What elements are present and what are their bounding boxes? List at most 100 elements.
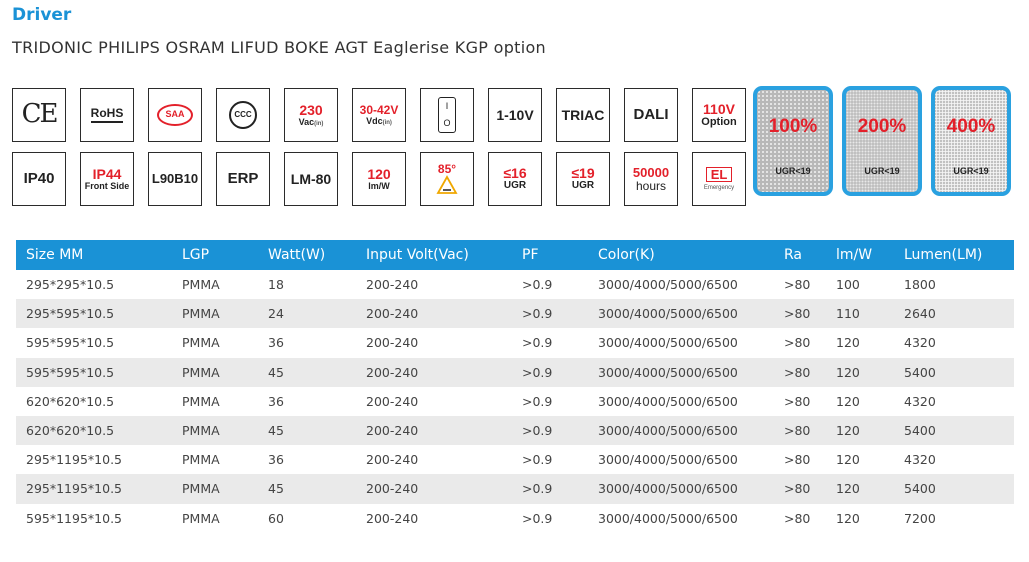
- col-header-lmw: lm/W: [826, 240, 894, 270]
- lm80-badge: LM-80: [284, 152, 338, 206]
- ugr-panel-400: 400% UGR<19: [931, 86, 1011, 196]
- ugr16-badge: ≤16 UGR: [488, 152, 542, 206]
- cell-ra: >80: [774, 474, 826, 504]
- lifetime-badge: 50000 hours: [624, 152, 678, 206]
- cell-lgp: PMMA: [182, 510, 220, 526]
- cell-input-volt: 200-240: [366, 335, 419, 351]
- cell-input-volt: 200-240: [356, 357, 512, 387]
- ugr-panel-percent: 100%: [768, 116, 818, 137]
- cell-lmw: 120: [826, 415, 894, 446]
- cell-lumen: 4320: [904, 452, 936, 468]
- hours-label: hours: [635, 178, 667, 193]
- cell-color: 3000/4000/5000/6500: [598, 393, 738, 409]
- ugr-panel-100: 100% UGR<19: [753, 86, 833, 196]
- cell-ra: >80: [774, 299, 826, 329]
- cell-watt: 45: [258, 474, 356, 504]
- cell-size: 295*595*10.5: [16, 299, 172, 329]
- cell-watt: 45: [258, 415, 356, 446]
- cell-pf: >0.9: [512, 357, 588, 387]
- cell-size: 295*1195*10.5: [26, 452, 123, 468]
- dim-1-10v-badge: 1-10V: [488, 88, 542, 142]
- table-row: 295*1195*10.5 PMMA 45 200-240 >0.9 3000/4000/…: [16, 474, 1014, 504]
- cell-color: 3000/4000/5000/6500: [588, 474, 774, 504]
- cell-input-volt: 200-240: [366, 393, 419, 409]
- table-row: 620*620*10.5 PMMA 36 200-240 >0.9 3000/4000/5…: [16, 387, 1014, 416]
- cell-lmw: 120: [826, 357, 894, 387]
- warning-triangle-icon: [436, 175, 458, 195]
- cell-watt: 36: [268, 335, 284, 351]
- table-row: 595*595*10.5 PMMA 36 200-240 >0.9 3000/4000/5…: [16, 328, 1014, 357]
- ip40-label: IP40: [23, 170, 55, 188]
- saa-icon: SAA: [157, 104, 193, 126]
- ip44-label: IP44: [92, 165, 122, 182]
- temp-value: 85°: [437, 161, 457, 176]
- rohs-badge: RoHS: [80, 88, 134, 142]
- efficacy-badge: 120 lm/W: [352, 152, 406, 206]
- ugr16-label: UGR: [503, 180, 527, 192]
- cell-input-volt: 200-240: [356, 474, 512, 504]
- vdc-unit: Vdc: [366, 115, 383, 126]
- emergency-badge: EL Emergency: [692, 152, 746, 206]
- cell-color: 3000/4000/5000/6500: [598, 510, 738, 526]
- ugr16-value: ≤16: [503, 165, 527, 182]
- vdc-badge: 30-42V Vdc(in): [352, 88, 406, 142]
- vdc-sub: (in): [382, 119, 392, 126]
- cell-size: 620*620*10.5: [16, 415, 172, 446]
- option-110v-badge: 110V Option: [692, 88, 746, 142]
- cell-size: 620*620*10.5: [26, 393, 115, 409]
- ugr-panel-percent: 200%: [857, 116, 907, 137]
- cell-lgp: PMMA: [172, 357, 258, 387]
- cell-pf: >0.9: [522, 277, 553, 293]
- cell-lmw: 120: [836, 452, 860, 468]
- switch-badge: I O: [420, 88, 474, 142]
- table-body: 295*295*10.5 PMMA 18 200-240 >0.9 3000/4000/5…: [16, 270, 1014, 533]
- cell-lgp: PMMA: [182, 335, 220, 351]
- cell-ra: >80: [784, 335, 811, 351]
- cell-pf: >0.9: [522, 393, 553, 409]
- ugr-panel-label: UGR<19: [953, 166, 989, 176]
- vdc-value: 30-42V: [359, 102, 399, 117]
- section-heading: Driver: [12, 5, 72, 25]
- power-switch-icon: I O: [438, 97, 456, 133]
- efficacy-value: 120: [367, 165, 391, 182]
- col-header-size: Size MM: [16, 240, 172, 270]
- col-header-ra: Ra: [774, 240, 826, 270]
- cell-color: 3000/4000/5000/6500: [598, 452, 738, 468]
- cell-watt: 18: [268, 277, 284, 293]
- el-label: EL: [705, 166, 733, 183]
- dali-badge: DALI: [624, 88, 678, 142]
- cell-lgp: PMMA: [182, 452, 220, 468]
- cell-color: 3000/4000/5000/6500: [588, 415, 774, 446]
- lm80-label: LM-80: [290, 170, 332, 187]
- ugr19-label: UGR: [571, 180, 595, 192]
- vac-sub: (in): [314, 120, 324, 127]
- cell-color: 3000/4000/5000/6500: [588, 299, 774, 329]
- ugr19-value: ≤19: [571, 165, 595, 182]
- dali-label: DALI: [633, 106, 669, 124]
- cell-lgp: PMMA: [182, 393, 220, 409]
- saa-badge: SAA: [148, 88, 202, 142]
- cell-lumen: 7200: [904, 510, 936, 526]
- spec-table: Size MM LGP Watt(W) Input Volt(Vac) PF C…: [16, 240, 1014, 533]
- ugr-panel-percent: 400%: [946, 116, 996, 137]
- cell-lumen: 5400: [894, 357, 1014, 387]
- cell-ra: >80: [784, 393, 811, 409]
- ce-mark-icon: CE: [21, 99, 59, 130]
- col-header-watt: Watt(W): [258, 240, 356, 270]
- table-row: 295*295*10.5 PMMA 18 200-240 >0.9 3000/4000/5…: [16, 270, 1014, 299]
- cell-lgp: PMMA: [172, 415, 258, 446]
- triac-label: TRIAC: [561, 106, 605, 123]
- table-row: 295*595*10.5 PMMA 24 200-240 >0.9 3000/4000/5…: [16, 299, 1014, 329]
- cell-ra: >80: [774, 415, 826, 446]
- cell-color: 3000/4000/5000/6500: [588, 357, 774, 387]
- vac-badge: 230 Vac(in): [284, 88, 338, 142]
- cell-pf: >0.9: [522, 335, 553, 351]
- table-header-row: Size MM LGP Watt(W) Input Volt(Vac) PF C…: [16, 240, 1014, 270]
- table-row: 595*1195*10.5 PMMA 60 200-240 >0.9 3000/4000/…: [16, 504, 1014, 533]
- cell-lgp: PMMA: [182, 277, 220, 293]
- cell-watt: 45: [258, 357, 356, 387]
- ip44-badge: IP44 Front Side: [80, 152, 134, 206]
- cell-lumen: 4320: [904, 335, 936, 351]
- cell-pf: >0.9: [512, 299, 588, 329]
- cell-pf: >0.9: [522, 452, 553, 468]
